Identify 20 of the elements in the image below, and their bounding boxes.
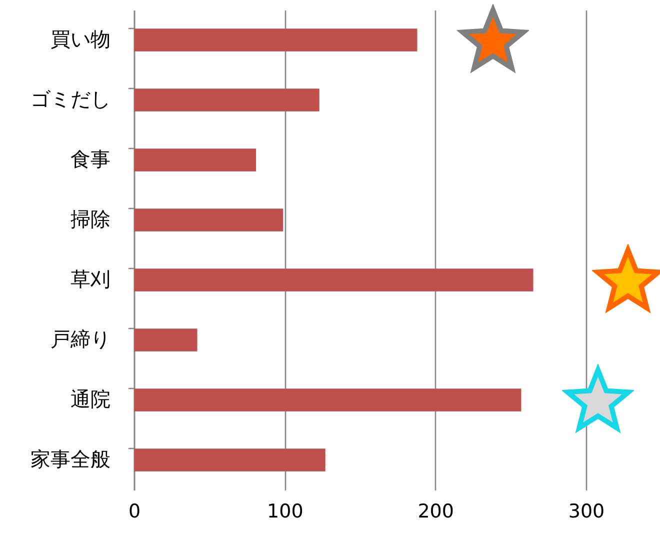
bar — [134, 448, 326, 472]
y-tick-label: 食事 — [70, 147, 110, 171]
x-tick-label: 100 — [267, 500, 304, 522]
bar — [134, 208, 284, 232]
bar — [134, 388, 522, 412]
bar — [134, 328, 198, 352]
x-tick-label: 200 — [418, 500, 454, 522]
x-tick-label: 0 — [128, 500, 141, 522]
y-tick-label: 買い物 — [50, 27, 110, 51]
y-tick-label: 戸締り — [50, 327, 110, 351]
bar — [134, 148, 256, 172]
y-tick-label: 掃除 — [70, 207, 110, 231]
y-tick-label: 草刈 — [70, 267, 110, 291]
y-tick-label: 通院 — [70, 387, 110, 411]
y-tick-label: 家事全般 — [30, 447, 110, 471]
x-tick-label: 300 — [568, 500, 605, 522]
bar — [134, 88, 320, 112]
bar — [134, 268, 534, 292]
y-tick-label: ゴミだし — [30, 87, 110, 111]
bar — [134, 28, 418, 52]
